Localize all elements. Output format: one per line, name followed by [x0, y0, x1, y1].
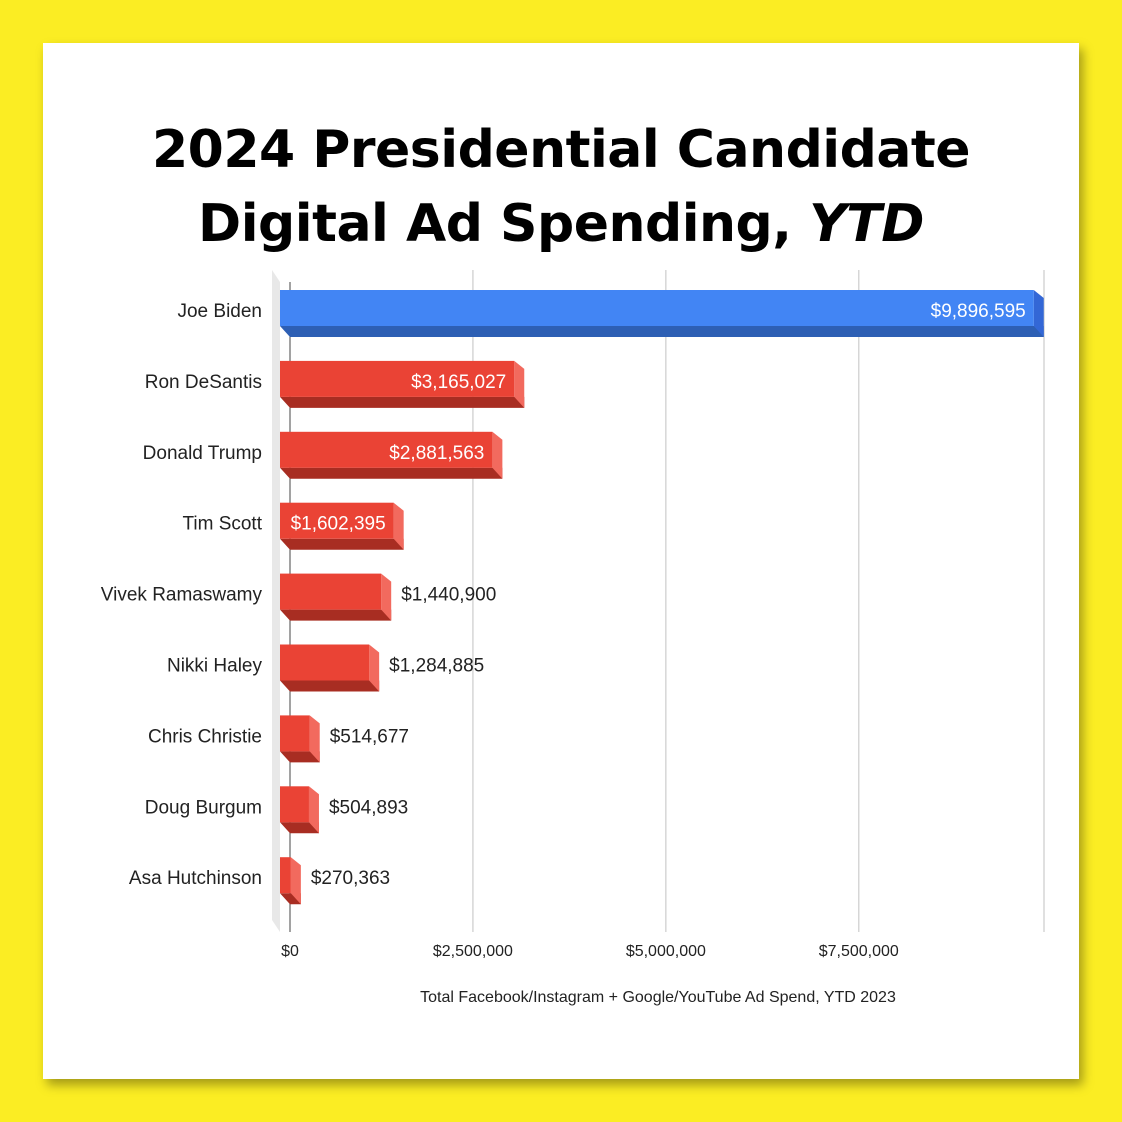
bar-front-face	[280, 431, 493, 468]
value-label: $2,881,563	[389, 443, 484, 464]
value-label: $270,363	[311, 868, 390, 889]
category-label: Asa Hutchinson	[129, 868, 262, 889]
bar-front-face	[280, 573, 382, 610]
title-line-2-text: Digital Ad Spending,	[198, 194, 810, 254]
category-label: Vivek Ramaswamy	[101, 585, 263, 606]
bar-end-face	[492, 431, 503, 479]
bar-bottom-face	[280, 822, 319, 834]
bar-nikki-haley	[280, 644, 380, 692]
bar-front-face	[280, 502, 394, 539]
bar-end-face	[309, 715, 320, 763]
value-label: $514,677	[330, 726, 409, 747]
value-label: $1,602,395	[291, 514, 386, 535]
x-tick-label-0: $0	[281, 943, 299, 960]
bar-end-face	[290, 857, 301, 905]
bar-donald-trump	[280, 431, 503, 479]
bar-front-face	[280, 290, 1034, 326]
bar-doug-burgum	[280, 786, 319, 834]
chart-card: 2024 Presidential Candidate Digital Ad S…	[43, 43, 1079, 1079]
value-label: $1,440,900	[401, 585, 496, 606]
bar-ron-desantis	[280, 360, 525, 408]
category-label: Chris Christie	[148, 726, 262, 747]
x-tick-label-1: $2,500,000	[433, 943, 513, 960]
axis-wall	[272, 270, 280, 932]
bar-front-face	[280, 786, 309, 823]
value-label: $504,893	[329, 797, 408, 818]
value-label: $3,165,027	[411, 372, 506, 393]
bar-bottom-face	[280, 680, 380, 692]
bar-end-face	[1033, 290, 1044, 337]
bar-end-face	[393, 502, 404, 550]
chart-title: 2024 Presidential Candidate Digital Ad S…	[43, 113, 1079, 261]
category-label: Doug Burgum	[145, 797, 262, 818]
bar-joe-biden	[280, 290, 1044, 337]
category-label: Joe Biden	[177, 301, 262, 322]
value-label: $1,284,885	[389, 656, 484, 677]
x-tick-label-3: $7,500,000	[819, 943, 899, 960]
value-label: $9,896,595	[931, 301, 1026, 322]
bar-end-face	[514, 360, 525, 408]
bar-vivek-ramaswamy	[280, 573, 392, 621]
category-label: Ron DeSantis	[145, 372, 262, 393]
category-label: Donald Trump	[143, 443, 262, 464]
bar-bottom-face	[280, 538, 404, 550]
bar-end-face	[308, 786, 319, 834]
bar-bottom-face	[280, 467, 503, 479]
title-line-2: Digital Ad Spending, YTD	[43, 187, 1079, 261]
bar-bottom-face	[280, 396, 525, 408]
title-line-2-italic: YTD	[809, 194, 924, 254]
bar-chris-christie	[280, 715, 320, 763]
bar-front-face	[280, 715, 310, 752]
bar-tim-scott	[280, 502, 404, 550]
category-label: Tim Scott	[182, 514, 262, 535]
title-line-1: 2024 Presidential Candidate	[151, 120, 971, 180]
category-label: Nikki Haley	[167, 656, 263, 677]
bar-bottom-face	[280, 609, 392, 621]
bar-front-face	[280, 644, 370, 681]
bar-bottom-face	[280, 326, 1044, 337]
bar-front-face	[280, 360, 515, 397]
bar-asa-hutchinson	[280, 857, 301, 905]
bar-end-face	[369, 644, 380, 692]
x-axis-title: Total Facebook/Instagram + Google/YouTub…	[420, 989, 896, 1006]
bar-end-face	[381, 573, 392, 621]
bar-bottom-face	[280, 751, 320, 763]
x-tick-label-2: $5,000,000	[626, 943, 706, 960]
bar-front-face	[280, 857, 291, 894]
